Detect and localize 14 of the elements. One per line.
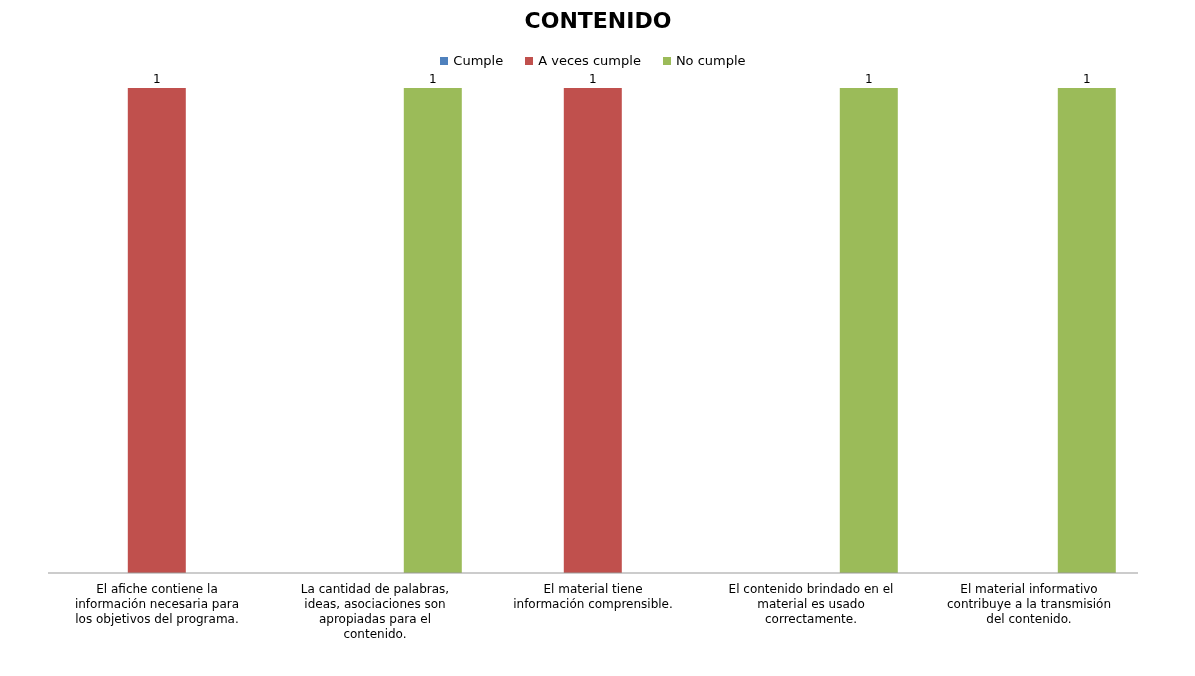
x-tick-label: El afiche contiene la información necesaria para los objetivos del programa. <box>74 582 240 626</box>
x-tick-label: El material informativo contribuye a la transmisión del contenido. <box>946 582 1112 626</box>
legend-label: No cumple <box>675 53 746 68</box>
x-tick-label: La cantidad de palabras, ideas, asociaciones son apropiadas para el contenido. <box>300 582 450 641</box>
data-label: 1 <box>864 72 873 86</box>
chart-title: CONTENIDO <box>523 8 673 33</box>
legend-label: Cumple <box>453 53 504 68</box>
x-tick-label: El material tiene información comprensible. <box>513 582 673 611</box>
legend-label: A veces cumple <box>538 53 641 68</box>
data-label: 1 <box>588 72 597 86</box>
data-label: 1 <box>152 72 161 86</box>
data-label: 1 <box>428 72 437 86</box>
data-label: 1 <box>1082 72 1091 86</box>
x-tick-label: El contenido brindado en el material es usado correctamente. <box>728 582 894 626</box>
